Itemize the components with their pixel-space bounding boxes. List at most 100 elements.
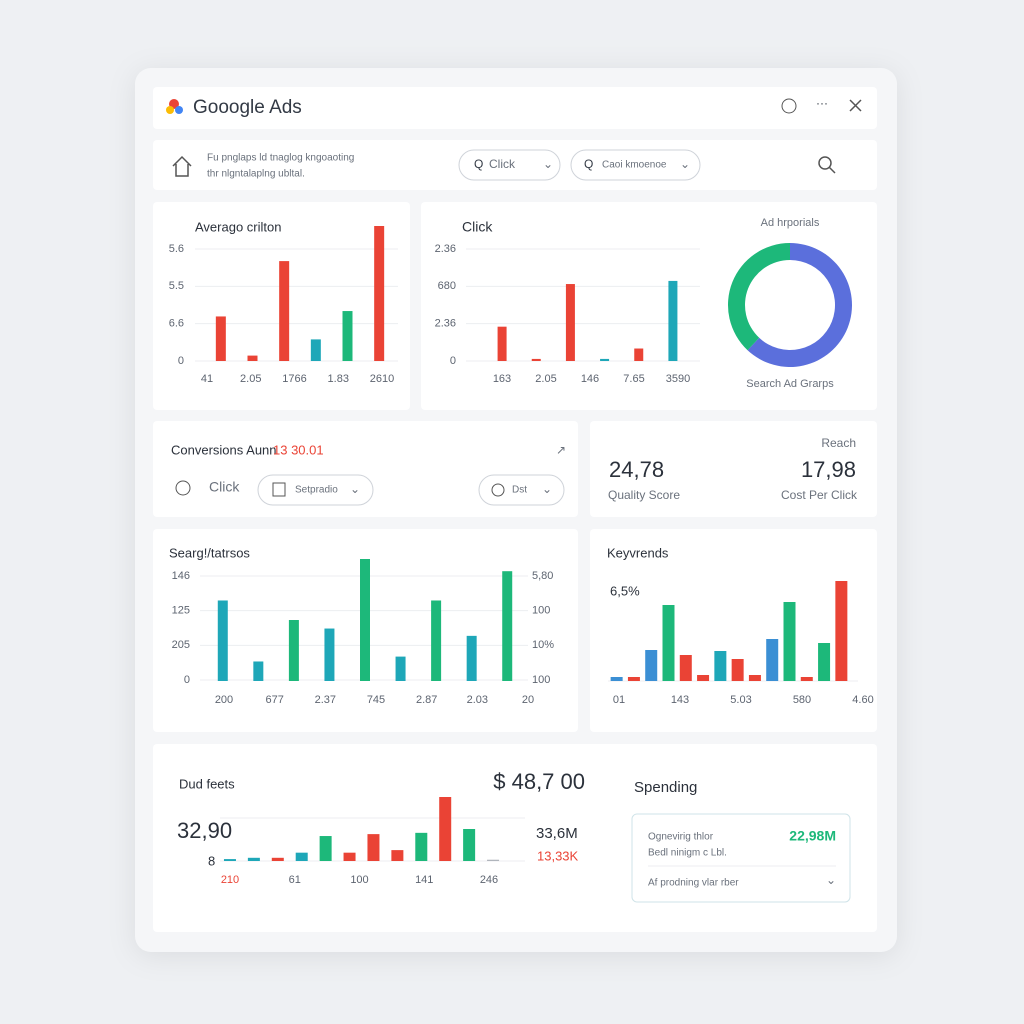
panel-title: Conversions Aunn	[171, 442, 277, 457]
bar	[679, 655, 692, 681]
bar	[731, 659, 744, 681]
chevron: ⌄	[543, 157, 553, 171]
dropdown-label: Caoi kmoenoe	[602, 160, 667, 171]
spending-amount: 22,98M	[789, 828, 836, 844]
bar	[783, 602, 796, 681]
search-text: thr nlgntalaplng ubltal.	[207, 169, 305, 180]
search-icon[interactable]	[818, 156, 832, 170]
total-value: $ 48,7 00	[493, 769, 585, 794]
bar	[835, 581, 848, 681]
bar	[662, 605, 675, 681]
bar	[253, 661, 264, 681]
panel-title: Reach	[821, 436, 856, 450]
donut-slice	[727, 242, 790, 351]
x-tick-label: 100	[350, 874, 368, 886]
bar	[247, 857, 260, 861]
bar	[360, 559, 370, 681]
more-icon[interactable]: ···	[816, 96, 828, 110]
panel-title: Searg!/tatrsos	[169, 545, 250, 560]
bar	[697, 675, 710, 681]
click-label: Click	[209, 479, 240, 495]
y-tick-label: 5.6	[169, 243, 184, 255]
y-tick-label: 100	[532, 605, 550, 617]
y-tick-label: 0	[450, 355, 456, 367]
x-tick-label: 61	[289, 874, 301, 886]
close-icon[interactable]	[849, 99, 862, 112]
side-value: 33,6M	[536, 825, 578, 842]
header-bar	[153, 87, 877, 129]
bar	[271, 857, 284, 861]
x-tick-label: 41	[201, 373, 213, 385]
y-tick-label: 0	[178, 355, 184, 367]
x-tick-label: 200	[215, 694, 233, 706]
bar	[343, 852, 356, 861]
y-tick-label: 0	[184, 674, 190, 686]
logo	[166, 106, 174, 114]
x-tick-label: 580	[793, 694, 811, 706]
zero-label: 8	[208, 853, 215, 868]
bar	[374, 226, 385, 361]
bar	[502, 571, 513, 681]
spending-text: Bedl ninigm c Lbl.	[648, 848, 727, 859]
panel-title: Click	[462, 219, 493, 235]
bar	[319, 836, 332, 861]
x-tick-label: 2.87	[416, 694, 437, 706]
dropdown[interactable]	[478, 474, 565, 506]
y-tick-label: 5,80	[532, 570, 553, 582]
panel-title: Keyvrends	[607, 545, 669, 560]
panel-title: Dud feets	[179, 776, 235, 791]
click-icon	[175, 480, 191, 496]
chevron: ⌄	[826, 873, 836, 887]
bar	[627, 677, 640, 681]
x-tick-label: 246	[480, 874, 498, 886]
x-tick-label: 745	[367, 694, 385, 706]
side-value: 13,33K	[537, 848, 579, 863]
search-text: Fu pnglaps ld tnaglog kngoaoting	[207, 153, 354, 164]
main-value: 32,90	[177, 818, 232, 843]
bar	[295, 852, 308, 861]
chevron: ⌄	[350, 482, 360, 496]
panel-note: 6,5%	[610, 583, 640, 598]
history-icon[interactable]	[781, 98, 797, 114]
x-tick-label: 143	[671, 694, 689, 706]
x-tick-label: 210	[221, 874, 239, 886]
x-tick-label: 20	[522, 694, 534, 706]
dropdown-icon	[491, 483, 505, 497]
dropdown[interactable]	[257, 474, 374, 506]
y-tick-label: 100	[532, 674, 550, 686]
x-tick-label: 2.05	[535, 373, 556, 385]
bar	[766, 639, 779, 681]
bar	[818, 643, 831, 681]
x-tick-label: 146	[581, 373, 599, 385]
dropdown[interactable]	[458, 149, 561, 181]
y-tick-label: 6.6	[169, 318, 184, 330]
y-tick-label: 5.5	[169, 280, 184, 292]
x-tick-label: 1766	[282, 373, 306, 385]
x-tick-label: 3590	[666, 373, 690, 385]
search-icon	[828, 166, 836, 174]
y-tick-label: 2.36	[435, 243, 456, 255]
home-icon[interactable]	[172, 155, 192, 177]
bar	[223, 859, 236, 861]
bar	[247, 355, 258, 361]
dropdown-icon	[272, 482, 286, 497]
bar	[668, 280, 678, 361]
kpi-label: Quality Score	[608, 488, 680, 502]
bar	[600, 358, 610, 361]
dropdown[interactable]	[570, 149, 701, 181]
bar	[439, 797, 452, 861]
donut-slice	[747, 243, 852, 367]
bar	[342, 311, 353, 361]
chevron: ⌄	[542, 482, 552, 496]
bar	[391, 850, 404, 861]
spending-text: Ognevirig thlor	[648, 832, 714, 843]
bar	[217, 600, 228, 681]
select-label[interactable]: Af prodning vlar rber	[648, 878, 739, 889]
x-tick-label: 2.05	[240, 373, 261, 385]
bar	[748, 675, 761, 681]
kpi-value: 24,78	[609, 457, 664, 482]
kpi-label: Cost Per Click	[781, 488, 858, 502]
bar	[395, 656, 406, 681]
x-tick-label: 4.60	[852, 694, 873, 706]
